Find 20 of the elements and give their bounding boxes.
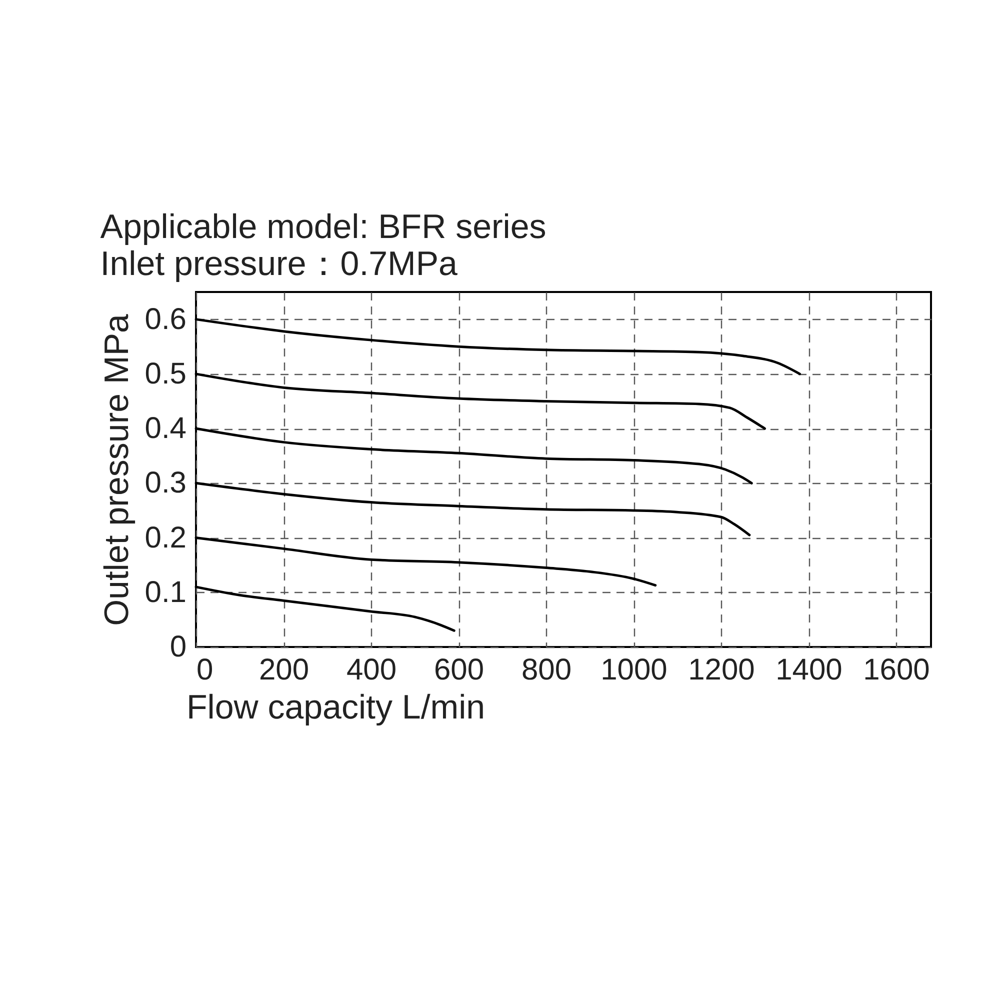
y-tick-label: 0.5 [144,357,186,390]
x-tick-label: 0 [196,654,214,686]
x-tick-label: 200 [258,654,310,686]
x-tick-label: 1600 [863,654,930,686]
y-tick-label: 0.6 [144,302,186,336]
y-tick-label: 0.3 [144,466,186,500]
y-tick-label: 0 [170,630,186,664]
x-axis-title: Flow capacity L/min [186,688,486,726]
x-tick-label: 1200 [688,654,755,686]
chart-subtitle: Inlet pressure：0.7MPa [100,244,458,283]
x-tick-label: 600 [434,654,484,686]
chart-title: Applicable model: BFR series [100,208,546,246]
y-tick-label: 0.1 [144,576,186,609]
y-tick-label: 0.4 [144,412,186,446]
x-tick-label: 1000 [600,654,668,686]
x-tick-label: 1400 [776,654,842,686]
y-axis-title: Outlet pressure MPa [98,314,136,626]
x-tick-label: 800 [521,654,572,686]
y-tick-label: 0.2 [144,521,186,554]
x-tick-label: 400 [346,654,397,686]
